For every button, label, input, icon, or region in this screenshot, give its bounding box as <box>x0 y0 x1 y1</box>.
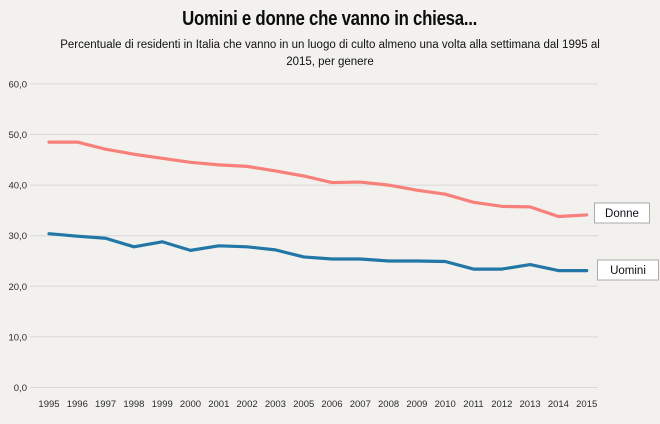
y-tick-label: 30,0 <box>9 231 28 242</box>
x-tick-label: 2011 <box>463 399 483 410</box>
x-tick-label: 2003 <box>265 399 286 410</box>
x-tick-label: 2015 <box>576 399 597 410</box>
x-tick-label: 2009 <box>406 399 427 410</box>
legend-label-donne: Donne <box>605 208 639 220</box>
y-tick-label: 20,0 <box>9 282 28 293</box>
x-tick-label: 2001 <box>208 399 229 410</box>
line-uomini <box>47 232 589 273</box>
chart-subtitle: Percentuale di residenti in Italia che v… <box>60 39 600 68</box>
x-tick-label: 2014 <box>548 399 569 410</box>
x-tick-label: 2007 <box>350 399 371 410</box>
x-tick-label: 2005 <box>293 399 314 410</box>
line-donne <box>47 140 589 219</box>
x-tick-label: 2008 <box>378 399 399 410</box>
x-tick-label: 2013 <box>520 399 541 410</box>
legend-label-uomini: Uomini <box>610 265 646 277</box>
chart-title-text: Uomini e donne che vanno in chiesa... <box>182 8 478 30</box>
x-tick-label: 1998 <box>123 399 144 410</box>
x-tick-label: 1997 <box>95 399 116 410</box>
x-tick-label: 2012 <box>491 399 512 410</box>
y-tick-label: 50,0 <box>9 130 28 141</box>
y-tick-label: 10,0 <box>9 332 28 343</box>
legend-box-uomini <box>597 259 659 281</box>
x-tick-label: 2002 <box>237 399 258 410</box>
y-tick-label: 0,0 <box>14 383 27 394</box>
legend-box-donne <box>594 202 650 224</box>
y-tick-label: 40,0 <box>9 181 28 192</box>
x-tick-label: 1995 <box>38 399 59 410</box>
x-tick-label: 1999 <box>152 399 173 410</box>
x-tick-label: 1996 <box>67 399 88 410</box>
chart-title: Uomini e donne che vanno in chiesa... <box>0 8 660 31</box>
x-tick-label: 2010 <box>435 399 456 410</box>
x-tick-label: 2006 <box>321 399 342 410</box>
x-tick-label: 2000 <box>180 399 201 410</box>
y-tick-label: 60,0 <box>9 79 28 90</box>
